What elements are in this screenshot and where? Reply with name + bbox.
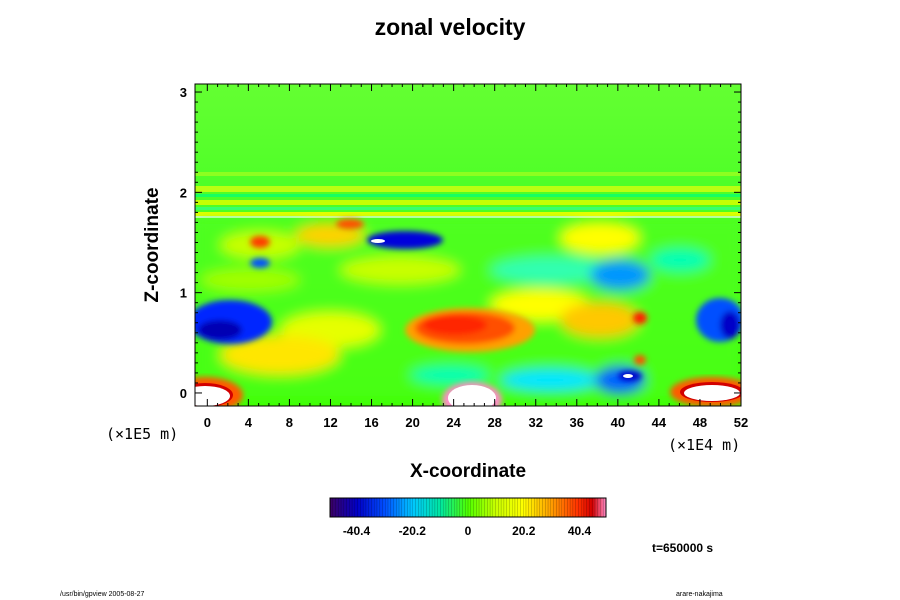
y-axis-title: Z-coordinate <box>142 187 163 302</box>
plot-frame <box>194 83 742 407</box>
eastward-patches <box>250 219 647 365</box>
velocity-field <box>195 84 741 406</box>
colorbar-ticks: -40.4 -20.2 0 20.2 40.4 <box>343 524 592 538</box>
x-tick-label: 48 <box>693 415 707 430</box>
x-tick-label: 32 <box>529 415 543 430</box>
colorbar-tick-label: -20.2 <box>399 524 427 538</box>
time-label: t=650000 s <box>652 541 713 555</box>
x-tick-label: 4 <box>245 415 253 430</box>
colorbar-tick-label: 20.2 <box>512 524 536 538</box>
x-tick-label: 52 <box>734 415 748 430</box>
x-scale-note: (×1E4 m) <box>668 436 740 454</box>
x-tick-label: 20 <box>405 415 419 430</box>
chart-title: zonal velocity <box>374 14 526 40</box>
footer-left: /usr/bin/gpview 2005-08-27 <box>60 591 145 598</box>
x-tick-label: 28 <box>487 415 501 430</box>
westward-patches <box>195 231 741 381</box>
strat-bands <box>195 172 741 218</box>
y-axis-ticks: 0 1 2 3 <box>180 85 741 401</box>
x-tick-label: 8 <box>286 415 293 430</box>
x-tick-label: 24 <box>446 415 461 430</box>
colorbar-stripes <box>332 498 604 517</box>
colorbar-tick-label: -40.4 <box>343 524 371 538</box>
x-tick-label: 16 <box>364 415 378 430</box>
y-tick-label: 2 <box>180 185 187 200</box>
footer-right: arare-nakajima <box>676 591 723 598</box>
colorbar-tick-label: 40.4 <box>568 524 592 538</box>
y-tick-label: 0 <box>180 386 187 401</box>
x-axis-ticks: 0 4 8 12 16 20 24 28 32 36 40 44 48 52 <box>204 84 748 430</box>
x-tick-label: 0 <box>204 415 211 430</box>
x-axis-title: X-coordinate <box>410 461 526 482</box>
colorbar-tick-label: 0 <box>465 524 472 538</box>
surface-extremes <box>195 239 741 406</box>
y-tick-label: 1 <box>180 286 187 301</box>
x-tick-label: 40 <box>611 415 625 430</box>
x-tick-label: 44 <box>652 415 667 430</box>
x-tick-label: 36 <box>570 415 584 430</box>
y-scale-note: (×1E5 m) <box>106 425 178 443</box>
y-tick-label: 3 <box>180 85 187 100</box>
x-tick-label: 12 <box>323 415 337 430</box>
